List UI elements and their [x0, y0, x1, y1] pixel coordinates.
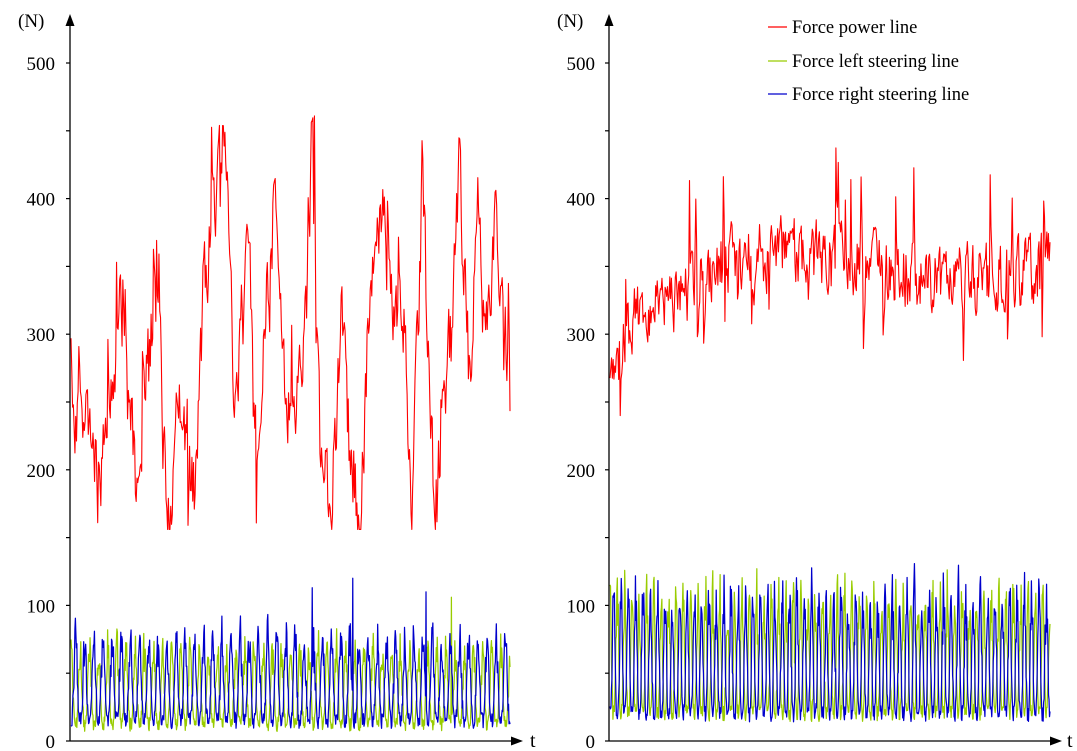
legend-label-right-steering: Force right steering line: [792, 85, 969, 105]
right-series-right-steering-line: [609, 563, 1051, 723]
right-y-unit-label: (N): [557, 11, 583, 32]
left-series-right-steering-line: [70, 577, 511, 730]
right-y-tick-label: 0: [586, 732, 596, 751]
legend-entry-power: Force power line: [768, 18, 917, 38]
left-y-tick-label: 200: [27, 461, 56, 482]
left-x-axis-label: t: [530, 730, 536, 751]
left-y-tick-label: 400: [27, 190, 56, 211]
legend-label-left-steering: Force left steering line: [792, 52, 959, 72]
left-series-left-steering-line: [70, 596, 511, 732]
right-y-tick-label: 500: [567, 54, 596, 75]
right-x-axis-label: t: [1067, 730, 1073, 751]
left-series-power-line: [70, 115, 511, 531]
legend: Force power line Force left steering lin…: [768, 18, 969, 105]
left-y-tick-label: 100: [27, 596, 56, 617]
left-y-unit-label: (N): [18, 11, 44, 32]
left-y-tick-label: 0: [46, 732, 56, 751]
right-series-group: [609, 147, 1051, 723]
left-y-ticks: 0 100 200 300 400 500: [27, 54, 70, 751]
right-panel: 0 100 200 300 400 500 (N) t Force power line …: [557, 11, 1073, 751]
right-y-tick-label: 400: [567, 190, 596, 211]
left-y-axis-arrow: [65, 14, 75, 26]
left-y-tick-label: 300: [27, 325, 56, 346]
left-y-tick-label: 500: [27, 54, 56, 75]
legend-entry-right-steering: Force right steering line: [768, 85, 969, 105]
legend-label-power: Force power line: [792, 18, 917, 38]
left-panel: 0 100 200 300 400 500 (N) t: [18, 11, 536, 751]
right-y-tick-label: 100: [567, 596, 596, 617]
right-y-axis-arrow: [604, 14, 614, 26]
left-x-axis-arrow: [511, 736, 523, 746]
right-y-tick-label: 300: [567, 325, 596, 346]
left-series-group: [70, 115, 511, 732]
right-series-left-steering-line: [609, 568, 1051, 723]
right-y-tick-label: 200: [567, 461, 596, 482]
right-x-axis-arrow: [1050, 736, 1062, 746]
right-series-power-line: [609, 147, 1051, 417]
legend-entry-left-steering: Force left steering line: [768, 52, 959, 72]
right-y-ticks: 0 100 200 300 400 500: [567, 54, 609, 751]
